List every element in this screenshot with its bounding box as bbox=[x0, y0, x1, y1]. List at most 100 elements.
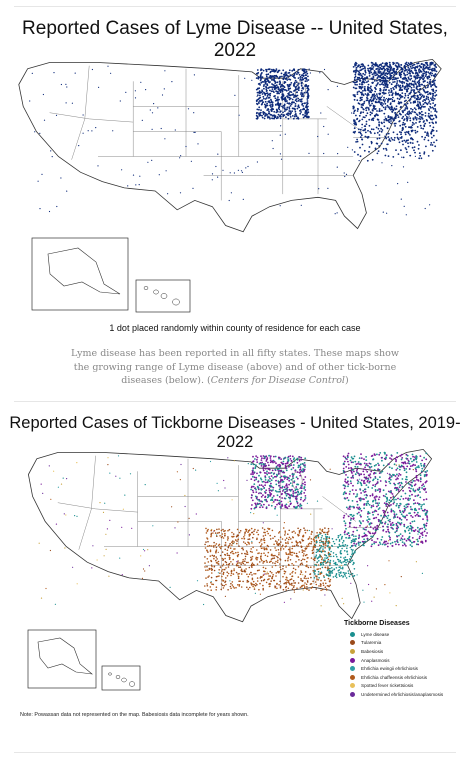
case-dot bbox=[398, 534, 400, 537]
case-dot bbox=[329, 578, 332, 581]
caption-source: Centers for Disease Control bbox=[210, 375, 345, 386]
case-dot bbox=[259, 561, 261, 563]
case-dot bbox=[363, 482, 366, 485]
case-dot bbox=[424, 75, 427, 77]
case-dot bbox=[384, 117, 387, 120]
case-dot bbox=[204, 543, 206, 546]
case-dot bbox=[378, 464, 380, 467]
case-dot bbox=[386, 497, 388, 500]
case-dot bbox=[326, 569, 329, 572]
case-dot bbox=[392, 510, 395, 512]
case-dot bbox=[382, 71, 385, 74]
case-dot bbox=[188, 517, 190, 519]
case-dot bbox=[224, 560, 227, 563]
case-dot bbox=[419, 474, 422, 477]
case-dot bbox=[416, 466, 418, 469]
case-dot bbox=[358, 76, 361, 79]
case-dot bbox=[407, 499, 410, 502]
case-dot bbox=[259, 111, 262, 114]
case-dot bbox=[371, 494, 374, 497]
case-dot bbox=[256, 577, 259, 579]
case-dot bbox=[258, 87, 261, 90]
case-dot bbox=[434, 84, 436, 86]
case-dot bbox=[289, 583, 291, 586]
case-dot bbox=[420, 110, 423, 113]
case-dot bbox=[253, 564, 255, 566]
case-dot bbox=[322, 548, 324, 550]
case-dot bbox=[256, 583, 258, 586]
case-dot bbox=[295, 486, 298, 488]
case-dot bbox=[262, 485, 264, 488]
case-dot bbox=[233, 587, 236, 589]
case-dot bbox=[407, 76, 410, 79]
case-dot bbox=[125, 91, 127, 93]
case-dot bbox=[265, 86, 268, 89]
case-dot bbox=[419, 478, 422, 481]
case-dot bbox=[408, 527, 411, 530]
case-dot bbox=[386, 68, 389, 71]
case-dot bbox=[43, 119, 46, 121]
case-dot bbox=[409, 111, 411, 114]
case-dot bbox=[400, 137, 403, 139]
case-dot bbox=[222, 568, 224, 571]
case-dot bbox=[317, 536, 320, 539]
case-dot bbox=[428, 100, 431, 102]
case-dot bbox=[398, 98, 401, 101]
case-dot bbox=[430, 111, 432, 113]
case-dot bbox=[253, 513, 255, 515]
case-dot bbox=[257, 533, 260, 536]
case-dot bbox=[251, 499, 254, 502]
case-dot bbox=[397, 506, 400, 509]
case-dot bbox=[299, 469, 301, 471]
case-dot bbox=[354, 73, 357, 76]
case-dot bbox=[388, 94, 391, 96]
case-dot bbox=[313, 566, 315, 568]
case-dot bbox=[292, 464, 295, 466]
case-dot bbox=[141, 119, 143, 121]
case-dot bbox=[422, 518, 424, 521]
case-dot bbox=[278, 570, 281, 573]
case-dot bbox=[374, 147, 377, 150]
case-dot bbox=[390, 108, 392, 111]
case-dot bbox=[371, 532, 374, 535]
case-dot bbox=[259, 593, 261, 595]
case-dot bbox=[290, 598, 292, 600]
case-dot bbox=[414, 97, 416, 99]
case-dot bbox=[214, 544, 216, 547]
case-dot bbox=[280, 461, 283, 464]
case-dot bbox=[310, 541, 313, 543]
case-dot bbox=[414, 129, 417, 132]
case-dot bbox=[361, 535, 364, 538]
case-dot bbox=[417, 530, 419, 533]
case-dot bbox=[423, 526, 426, 529]
case-dot bbox=[402, 143, 404, 146]
case-dot bbox=[300, 98, 303, 101]
case-dot bbox=[354, 109, 356, 112]
case-dot bbox=[295, 491, 298, 494]
case-dot bbox=[307, 95, 310, 98]
case-dot bbox=[312, 551, 315, 554]
case-dot bbox=[234, 548, 236, 550]
case-dot bbox=[304, 102, 306, 104]
case-dot bbox=[420, 532, 423, 535]
case-dot bbox=[359, 66, 362, 69]
case-dot bbox=[300, 484, 303, 487]
case-dot bbox=[264, 567, 267, 570]
case-dot bbox=[227, 529, 229, 532]
case-dot bbox=[226, 575, 229, 577]
case-dot bbox=[277, 96, 279, 98]
case-dot bbox=[249, 533, 251, 535]
case-dot bbox=[371, 539, 373, 542]
case-dot bbox=[382, 529, 385, 532]
case-dot bbox=[326, 557, 328, 559]
case-dot bbox=[400, 513, 403, 516]
case-dot bbox=[249, 550, 252, 553]
case-dot bbox=[435, 122, 437, 124]
case-dot bbox=[372, 527, 375, 530]
case-dot bbox=[409, 98, 412, 100]
case-dot bbox=[292, 93, 295, 96]
case-dot bbox=[370, 545, 373, 548]
case-dot bbox=[268, 86, 271, 89]
case-dot bbox=[285, 541, 287, 544]
case-dot bbox=[288, 465, 290, 468]
